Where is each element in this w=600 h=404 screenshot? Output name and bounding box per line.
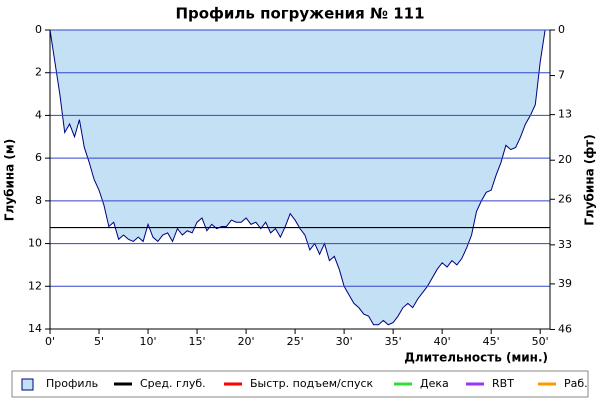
profile-area [49,29,546,326]
y2-tick-label: 39 [558,277,572,290]
legend-label: Дека [420,377,449,390]
legend-box [11,370,589,398]
x-tick-label: 25' [287,335,304,348]
x-tick-label: 30' [336,335,353,348]
x-tick-label: 0' [45,335,55,348]
x-tick-label: 50' [532,335,549,348]
x-axis-label: Длительность (мин.) [404,351,548,365]
y2-tick-label: 13 [558,108,572,121]
y2-tick-label: 46 [558,322,572,335]
x-tick-label: 5' [94,335,104,348]
y2-tick-label: 26 [558,192,572,205]
y2-tick-label: 33 [558,238,572,251]
x-tick-label: 15' [189,335,206,348]
y-tick-label: 8 [35,194,42,207]
x-tick-label: 35' [385,335,402,348]
y-tick-label: 2 [35,66,42,79]
chart-title: Профиль погружения № 111 [175,5,424,23]
legend-label: Раб. [564,377,588,390]
y2-axis-label: Глубина (фт) [583,134,597,225]
x-tick-label: 10' [140,335,157,348]
y2-tick-label: 7 [558,69,565,82]
legend-label: Сред. глуб. [140,377,206,390]
y-tick-label: 6 [35,151,42,164]
legend-label: Быстр. подъем/спуск [250,377,374,390]
y-tick-label: 4 [35,108,42,121]
y2-tick-label: 0 [558,23,565,36]
x-tick-label: 20' [238,335,255,348]
x-tick-label: 40' [434,335,451,348]
legend-label: Профиль [46,377,98,390]
legend-swatch [21,378,34,391]
x-tick-label: 45' [483,335,500,348]
legend-label: RBT [492,377,514,390]
y-tick-label: 10 [28,237,42,250]
y-tick-label: 12 [28,279,42,292]
y2-tick-label: 20 [558,153,572,166]
y-axis-label: Глубина (м) [3,139,17,221]
y-tick-label: 0 [35,23,42,36]
y-tick-label: 14 [28,322,42,335]
